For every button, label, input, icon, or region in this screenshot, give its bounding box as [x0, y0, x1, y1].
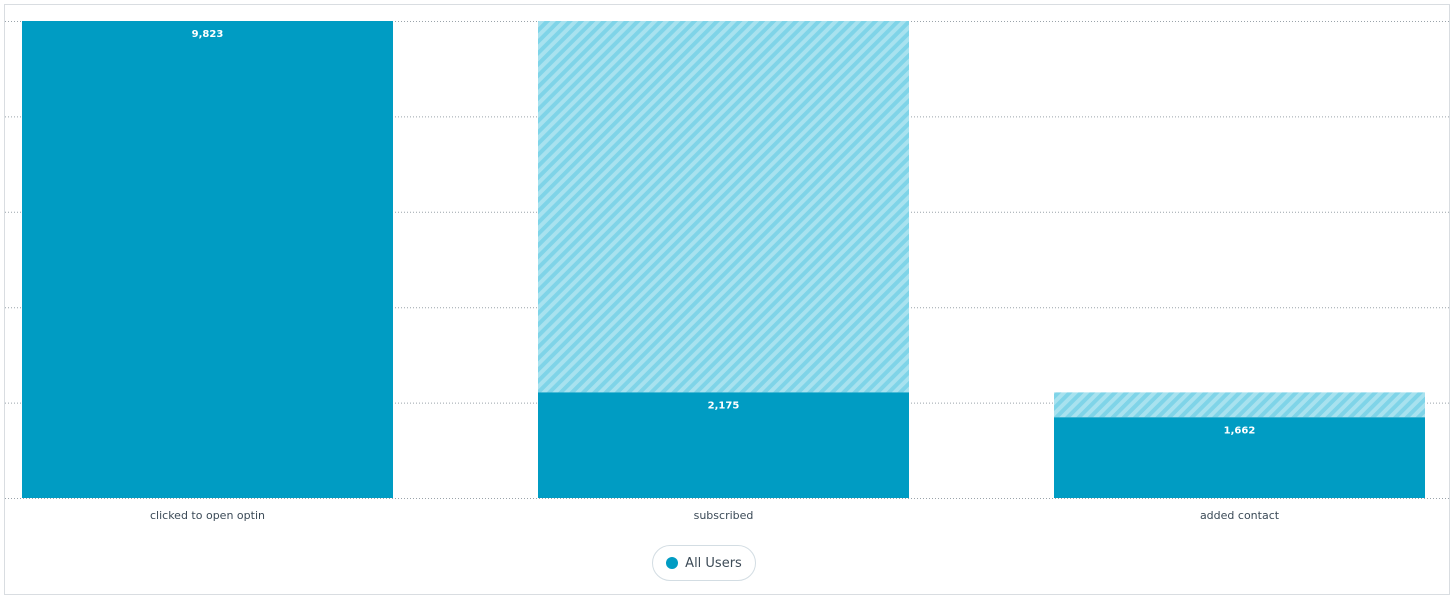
- funnel-chart: 9,823 clicked to open optin 2,175 subscribe…: [5, 21, 1450, 522]
- category-label: subscribed: [694, 509, 754, 522]
- category-label: clicked to open optin: [150, 509, 265, 522]
- series-color-dot-icon: [666, 557, 679, 569]
- data-label: 2,175: [708, 400, 740, 411]
- bar[interactable]: [538, 392, 909, 498]
- bar[interactable]: [22, 21, 393, 498]
- legend-all-users[interactable]: All Users: [652, 545, 756, 581]
- bar[interactable]: [1054, 417, 1425, 498]
- legend-label: All Users: [685, 555, 742, 571]
- category-label: added contact: [1200, 509, 1280, 522]
- labels-group: 9,823 clicked to open optin 2,175 subscribe…: [150, 29, 1280, 522]
- data-label: 9,823: [192, 29, 224, 40]
- dropoff-bar[interactable]: [1054, 392, 1425, 418]
- bars-group: [22, 21, 1425, 498]
- dropoff-bar[interactable]: [538, 21, 909, 393]
- data-label: 1,662: [1224, 425, 1256, 436]
